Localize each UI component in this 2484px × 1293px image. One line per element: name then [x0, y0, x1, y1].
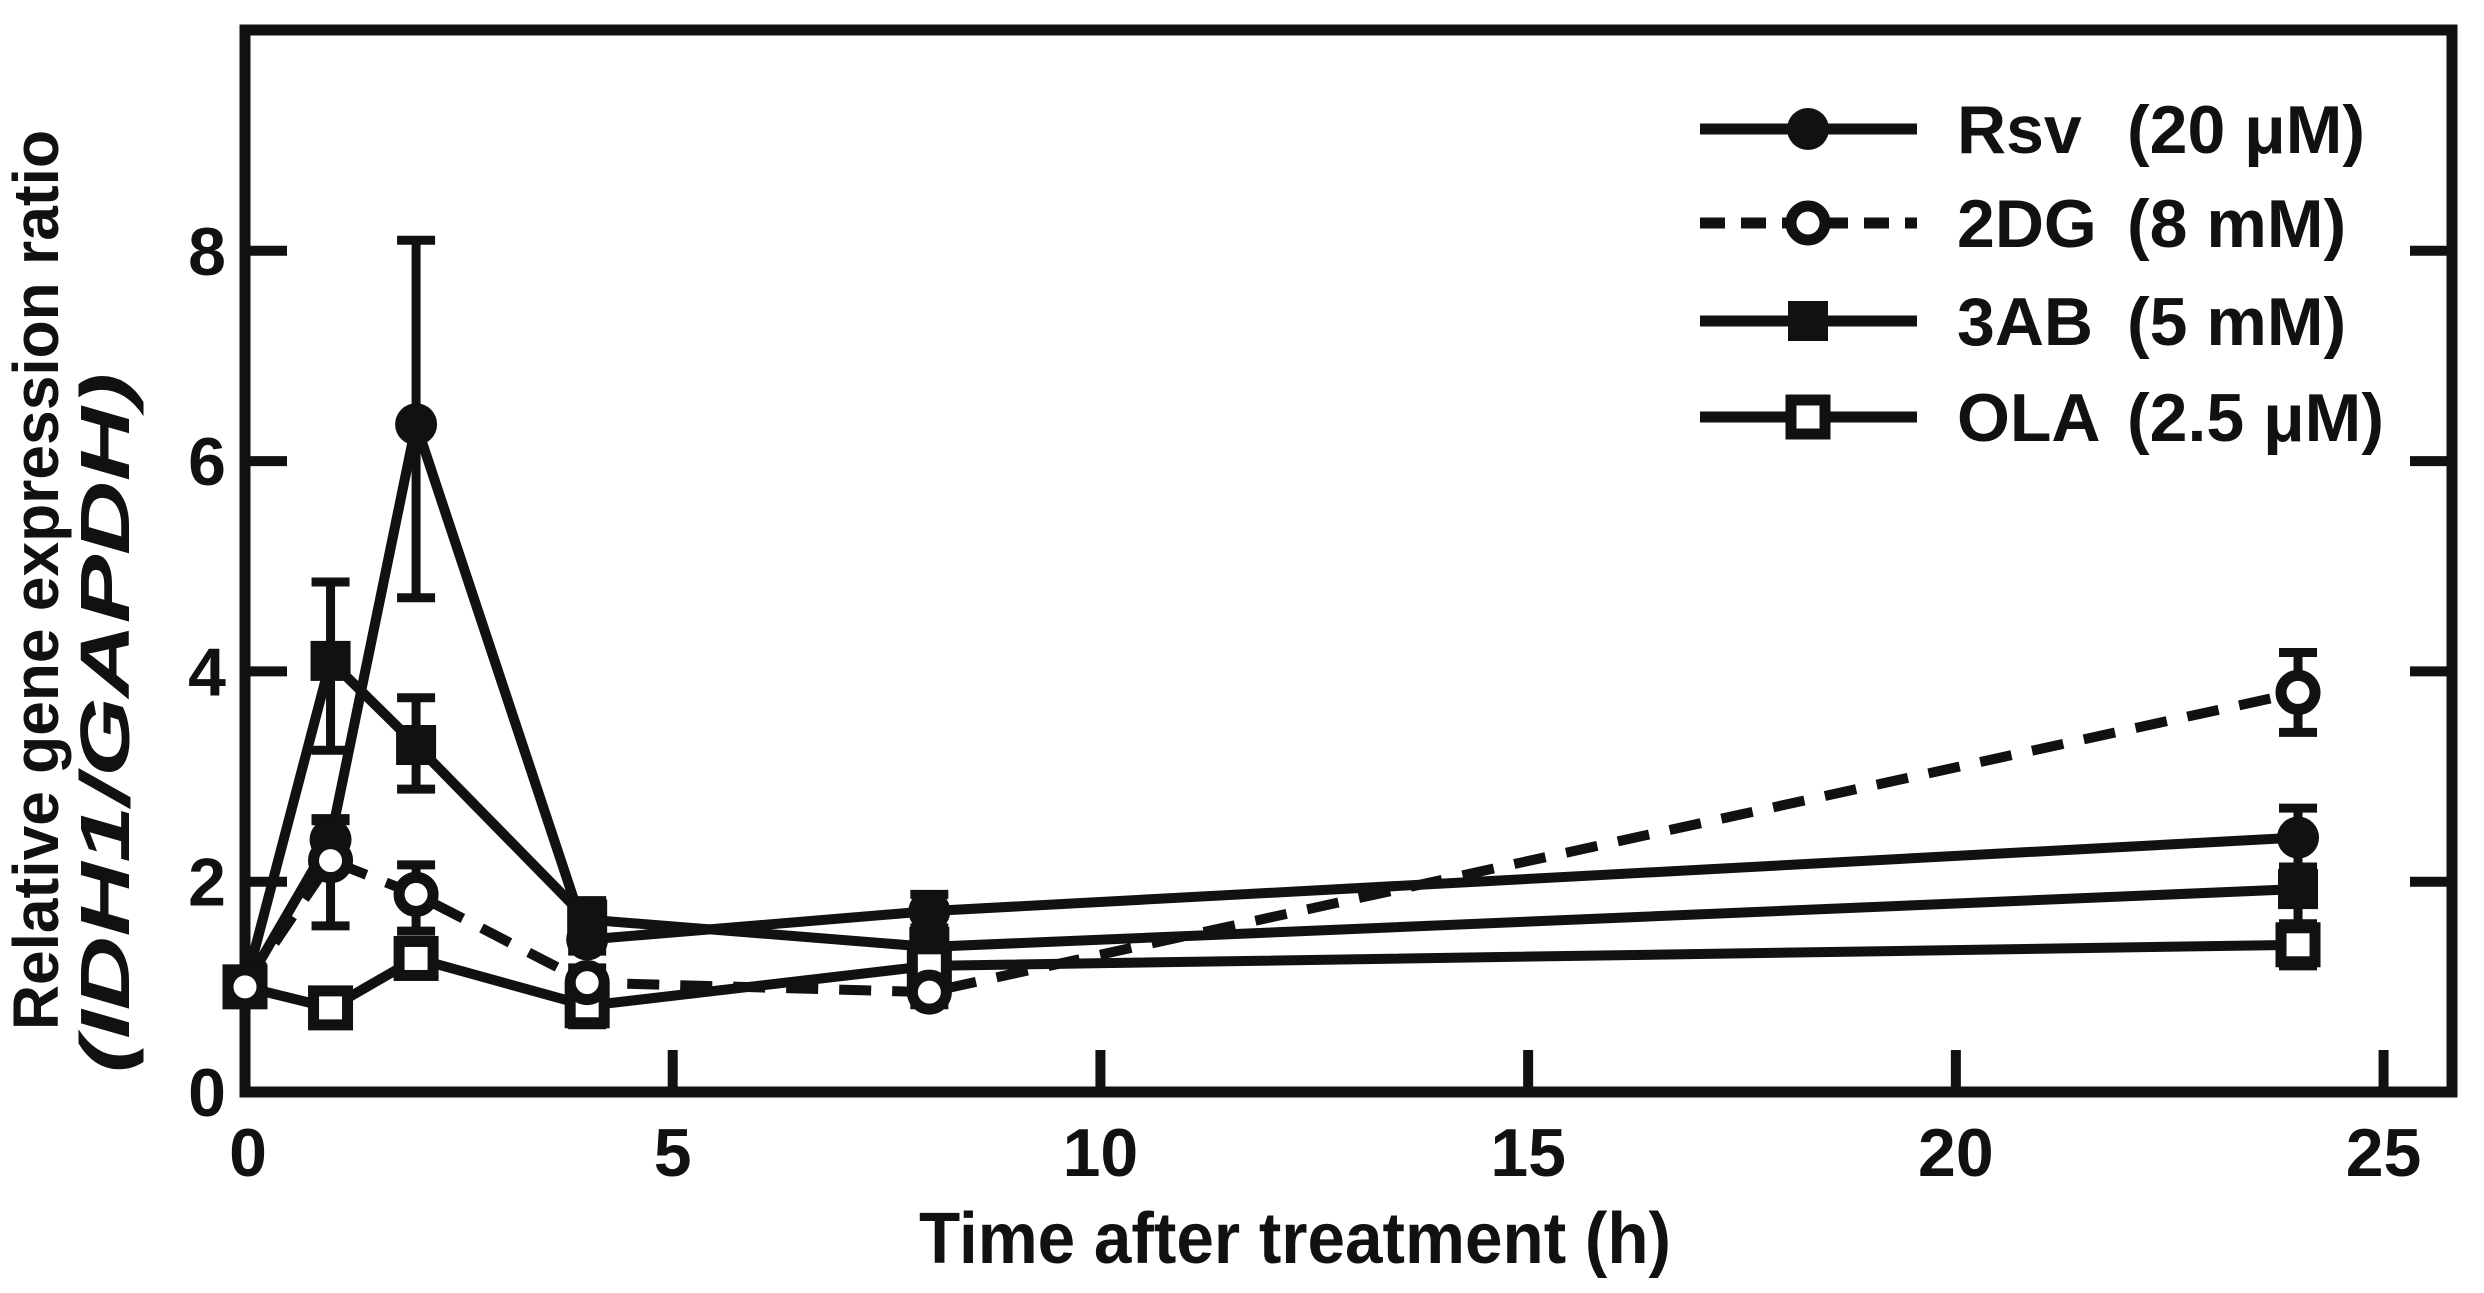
plot-frame	[239, 24, 2458, 1098]
legend-dose-OLA: (2.5 μM)	[2127, 380, 2384, 456]
y-tick-label: 8	[188, 214, 226, 290]
data-point-3AB	[310, 640, 351, 681]
x-tick-label: 15	[1490, 1115, 1566, 1191]
series-line-3AB	[240, 651, 2299, 989]
y-tick-label: 6	[188, 424, 226, 500]
data-point-Rsv	[908, 890, 951, 933]
x-tick-label: 5	[654, 1115, 692, 1191]
legend-marker-OLA	[1785, 394, 1831, 440]
legend-dose-Rsv: (20 μM)	[2127, 92, 2365, 168]
y-tick-label: 0	[188, 1055, 226, 1131]
data-point-2DG	[393, 871, 439, 917]
x-tick-label: 25	[2346, 1115, 2422, 1191]
data-point-Rsv	[566, 918, 609, 961]
data-point-OLA	[2275, 922, 2321, 968]
data-point-2DG	[564, 960, 610, 1006]
data-point-2DG	[2275, 669, 2321, 715]
y-axis-title: Relative gene expression ratio	[0, 130, 72, 1030]
data-point-OLA	[393, 935, 439, 981]
data-point-2DG	[906, 969, 952, 1015]
legend-dose-2DG: (8 mM)	[2127, 186, 2346, 262]
data-point-3AB	[396, 725, 437, 766]
data-point-2DG	[308, 838, 354, 884]
data-point-2DG	[222, 964, 268, 1010]
y-tick-label: 2	[188, 845, 226, 921]
data-point-OLA	[308, 985, 354, 1031]
series-line-OLA	[243, 939, 2299, 1014]
data-point-3AB	[2278, 869, 2319, 910]
legend-marker-3AB	[1788, 301, 1828, 341]
y-axis-title-gene-ratio: (IDH1/GAPDH)	[66, 373, 144, 1073]
y-tick-label: 4	[188, 634, 226, 710]
legend-dose-3AB: (5 mM)	[2127, 284, 2346, 360]
legend-marker-Rsv	[1787, 108, 1829, 150]
legend-label-3AB: 3AB	[1957, 284, 2093, 360]
x-tick-label: 20	[1918, 1115, 1994, 1191]
x-axis-title: Time after treatment (h)	[919, 1199, 1671, 1279]
legend-label-Rsv: Rsv	[1957, 92, 2082, 168]
x-tick-label: 10	[1063, 1115, 1139, 1191]
x-tick-label: 0	[229, 1115, 267, 1191]
legend-marker-2DG	[1785, 200, 1831, 246]
data-point-Rsv	[395, 403, 438, 446]
legend-label-OLA: OLA	[1957, 380, 2101, 456]
data-point-Rsv	[2277, 816, 2320, 859]
legend-label-2DG: 2DG	[1957, 186, 2097, 262]
